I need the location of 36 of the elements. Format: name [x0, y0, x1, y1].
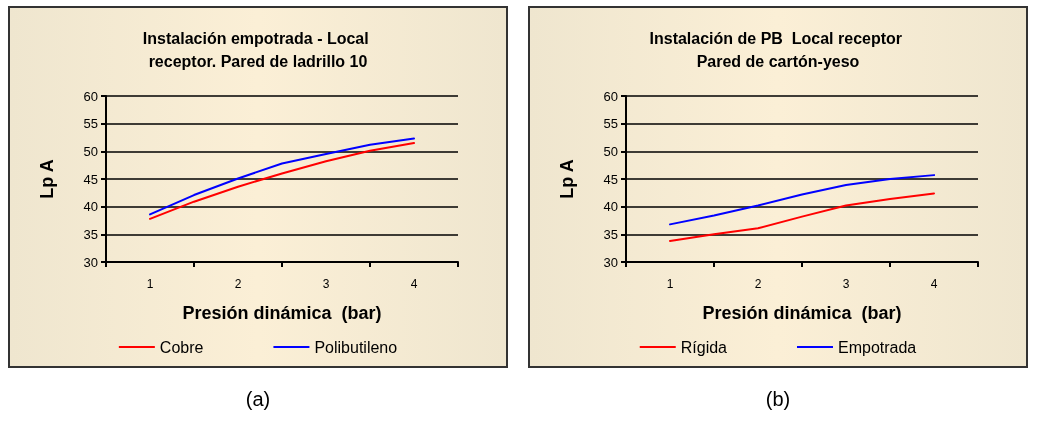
x-tick-label: 2 — [234, 277, 242, 291]
y-tick-label: 55 — [83, 116, 98, 132]
x-tick-label: 3 — [842, 277, 850, 291]
y-tick-label: 60 — [83, 88, 98, 104]
chart-title: Instalación de PB Local receptor Pared de cartón-yeso — [649, 30, 907, 70]
x-axis-title: Presión dinámica (bar) — [702, 303, 902, 323]
line-series — [669, 192, 935, 242]
x-tick-label: 3 — [322, 277, 330, 291]
legend-label: Cobre — [159, 338, 204, 356]
x-tick-label: 1 — [146, 277, 154, 291]
x-tick-label: 2 — [754, 277, 762, 291]
y-tick-label: 45 — [603, 171, 618, 187]
text: (b) — [764, 388, 792, 411]
x-tick-label: 1 — [666, 277, 674, 291]
y-tick-label: 35 — [603, 226, 618, 242]
y-tick-label: 40 — [603, 199, 618, 215]
y-tick-label: 30 — [83, 254, 98, 270]
y-tick-label: 60 — [603, 88, 618, 104]
y-tick-label: 55 — [603, 116, 618, 132]
legend-label: Empotrada — [837, 338, 917, 356]
y-tick-label: 50 — [603, 143, 618, 159]
y-tick-label: 35 — [83, 226, 98, 242]
legend-label: Rígida — [680, 338, 728, 356]
y-tick-label: 30 — [603, 254, 618, 270]
y-tick-label: 50 — [83, 143, 98, 159]
x-axis-title: Presión dinámica (bar) — [182, 303, 382, 323]
x-tick-label: 4 — [930, 277, 938, 291]
y-tick-label: 45 — [83, 171, 98, 187]
y-axis-title: Lp A — [557, 159, 577, 199]
chart-title: Instalación empotrada - Local receptor. Pared de ladrillo 10 — [142, 30, 374, 70]
y-axis-title: Lp A — [37, 159, 57, 199]
text: (a) — [244, 388, 272, 411]
y-tick-label: 40 — [83, 199, 98, 215]
legend-label: Polibutileno — [314, 338, 398, 356]
x-tick-label: 4 — [410, 277, 418, 291]
line-series — [669, 174, 935, 226]
